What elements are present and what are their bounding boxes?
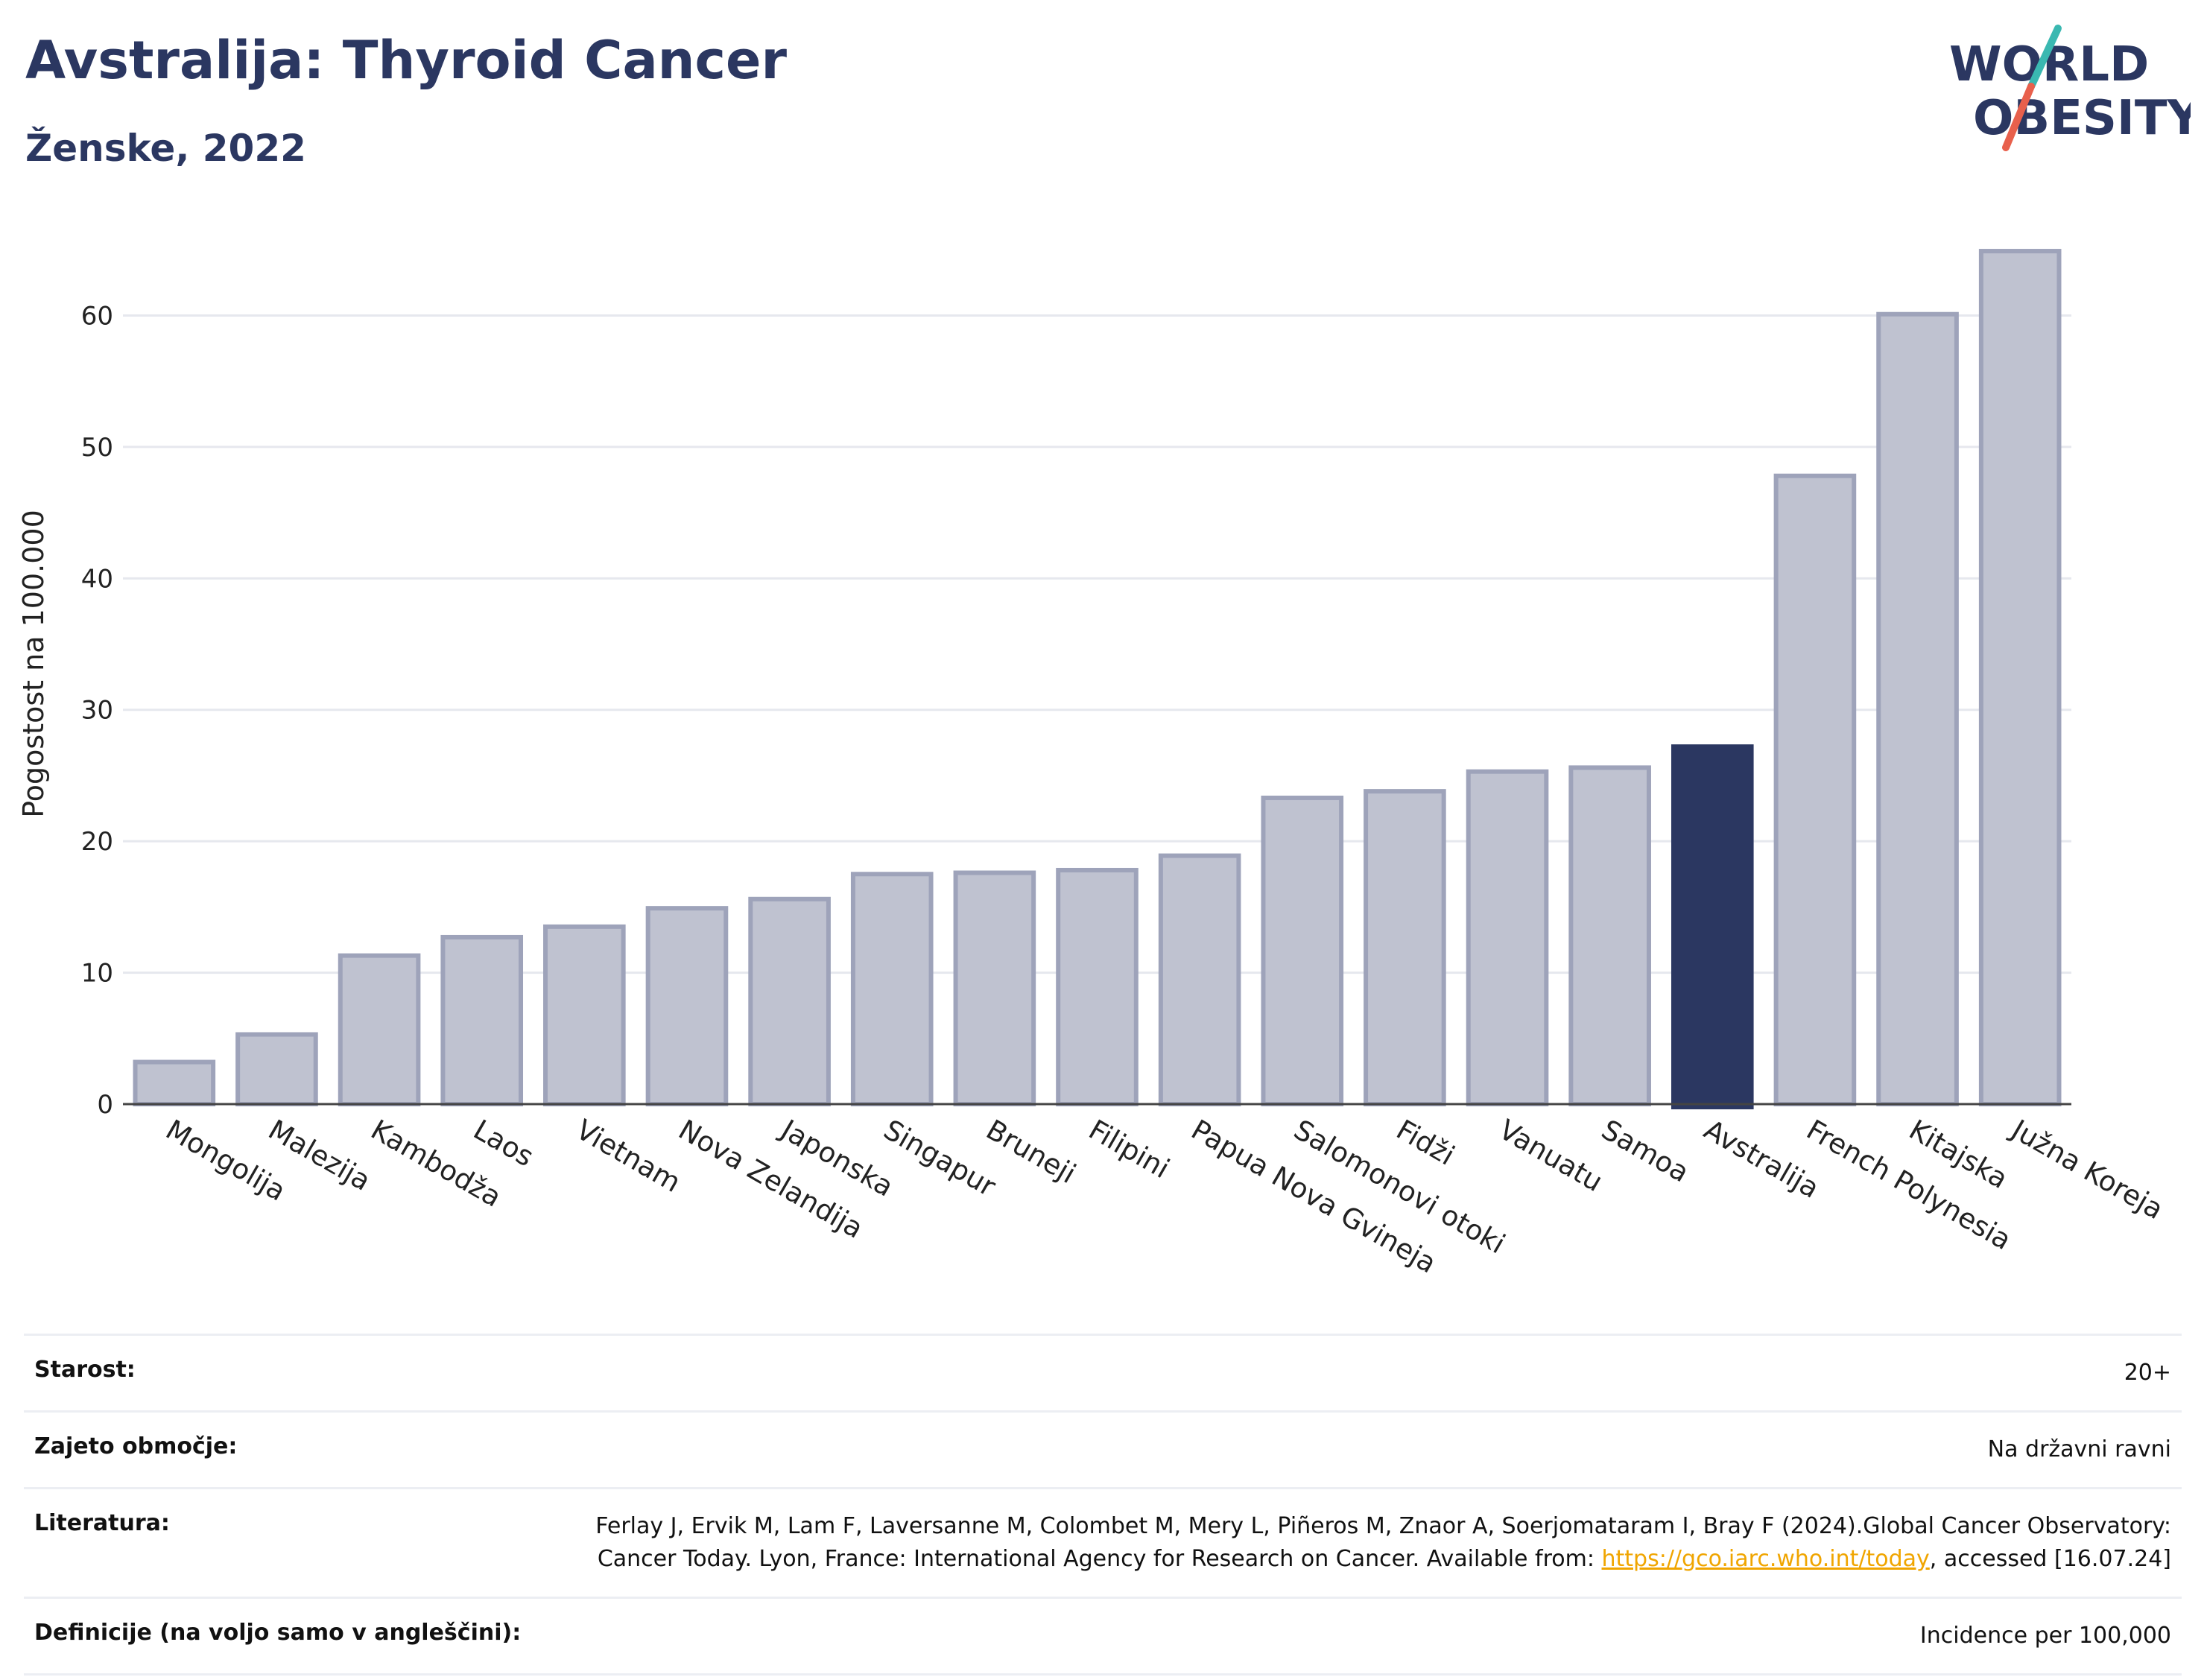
info-value: Ferlay J, Ervik M, Lam F, Laversanne M, … (531, 1489, 2182, 1598)
x-tick-label: Avstralija (1699, 1114, 1825, 1205)
bar-papua-nova-gvineja[interactable] (1158, 853, 1241, 1107)
x-tick-label: Samoa (1596, 1114, 1694, 1189)
x-tick-label: Južna Koreja (2005, 1113, 2169, 1226)
y-axis-ticks: 0 10 20 30 40 50 60 (81, 301, 113, 1120)
y-tick-label: 0 (97, 1090, 113, 1120)
y-tick-label: 40 (81, 564, 113, 594)
bar-bruneji[interactable] (953, 870, 1036, 1107)
chart-subtitle: Ženske, 2022 (25, 127, 306, 170)
info-value: 20+ (2124, 1360, 2171, 1386)
reference-text: Ferlay J, Ervik M, Lam F, Laversanne M, … (595, 1513, 2171, 1572)
y-tick-label: 50 (81, 433, 113, 463)
x-tick-label: Fidži (1391, 1114, 1460, 1172)
world-obesity-logo[interactable]: WORLD OBESITY (1937, 22, 2191, 164)
info-row-coverage: Zajeto območje: Na državni ravni (24, 1411, 2182, 1489)
bar-laos[interactable] (440, 934, 524, 1106)
bar-samoa[interactable] (1568, 765, 1651, 1106)
info-key: Starost: (34, 1357, 136, 1383)
bar-mongolija[interactable] (133, 1059, 216, 1106)
x-tick-label: Vanuatu (1494, 1114, 1609, 1199)
x-tick-label: Singapur (878, 1114, 1002, 1203)
info-row-definitions: Definicije (na voljo samo v angleščini):… (24, 1597, 2182, 1675)
x-tick-label: Filipini (1083, 1114, 1175, 1185)
y-axis-title: Pogostost na 100.000 (17, 510, 50, 818)
info-value: Incidence per 100,000 (1919, 1623, 2171, 1649)
info-key: Literatura: (34, 1510, 170, 1536)
info-row-reference: Literatura: Ferlay J, Ervik M, Lam F, La… (24, 1488, 2182, 1598)
bar-avstralija[interactable] (1671, 744, 1754, 1110)
bar-filipini[interactable] (1056, 867, 1139, 1106)
bar-nova-zelandija[interactable] (645, 906, 729, 1107)
y-tick-label: 60 (81, 301, 113, 331)
bar-vietnam[interactable] (543, 924, 626, 1106)
x-tick-label: Laos (468, 1114, 539, 1173)
bar-vanuatu[interactable] (1466, 769, 1549, 1107)
chart-title: Avstralija: Thyroid Cancer (25, 30, 788, 91)
y-tick-label: 20 (81, 827, 113, 857)
info-row-age: Starost: 20+ (24, 1334, 2182, 1412)
info-key: Definicije (na voljo samo v angleščini): (34, 1620, 522, 1646)
logo-slash-teal (2027, 25, 2062, 90)
bar-japonska[interactable] (748, 896, 831, 1107)
bar-fidži[interactable] (1364, 789, 1446, 1106)
bars (133, 249, 2062, 1110)
bar-salomonovi-otoki[interactable] (1261, 795, 1344, 1107)
info-key: Zajeto območje: (34, 1433, 238, 1459)
bar-singapur[interactable] (850, 872, 934, 1107)
bar-kambodža[interactable] (338, 953, 421, 1106)
y-tick-label: 10 (81, 959, 113, 989)
bar-french-polynesia[interactable] (1773, 473, 1857, 1106)
bar-kitajska[interactable] (1876, 311, 1959, 1106)
x-tick-label: Nova Zelandija (673, 1114, 868, 1245)
reference-link[interactable]: https://gco.iarc.who.int/today (1601, 1546, 1930, 1572)
bar-malezija[interactable] (235, 1032, 318, 1107)
logo-slash-coral (2002, 83, 2035, 151)
x-tick-label: Vietnam (571, 1114, 686, 1199)
info-value: Na državni ravni (1987, 1436, 2171, 1462)
info-table: Starost: 20+ Zajeto območje: Na državni … (24, 1334, 2182, 1676)
y-tick-label: 30 (81, 696, 113, 726)
reference-accessed: , accessed [16.07.24] (1929, 1546, 2171, 1572)
bar-južna-koreja[interactable] (1978, 249, 2062, 1107)
